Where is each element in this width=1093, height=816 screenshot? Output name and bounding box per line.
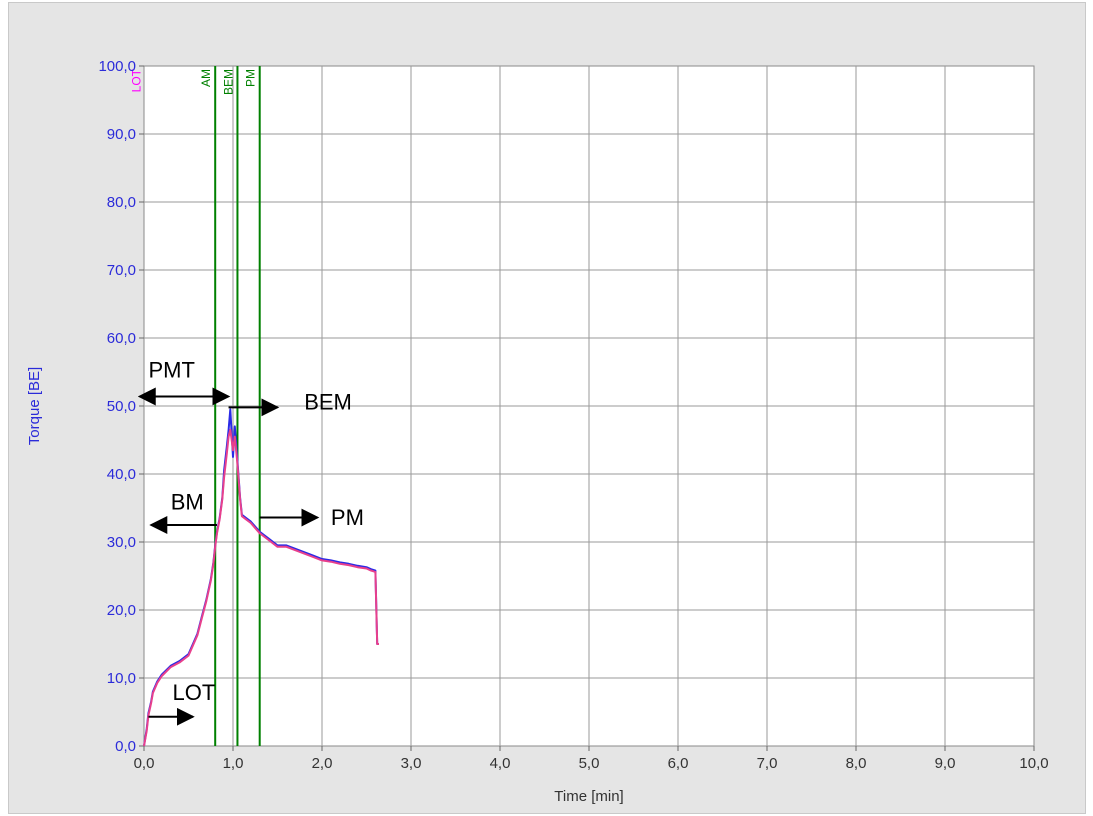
y-tick-label: 40,0 bbox=[107, 466, 136, 483]
annotation-label-pmt: PMT bbox=[148, 357, 194, 382]
annotation-label-pm: PM bbox=[331, 505, 364, 530]
y-tick-label: 0,0 bbox=[115, 738, 136, 755]
x-tick-label: 5,0 bbox=[579, 755, 600, 772]
annotations: PMT BEM BM PM LOT bbox=[137, 357, 364, 726]
y-tick-label: 20,0 bbox=[107, 602, 136, 619]
y-axis-title: Torque [BE] bbox=[26, 367, 43, 445]
x-axis-title: Time [min] bbox=[554, 788, 623, 805]
tick-labels: 0,0 1,0 2,0 3,0 4,0 5,0 6,0 7,0 8,0 9,0 10,0 0,0 10,… bbox=[98, 58, 1048, 772]
torque-curves bbox=[143, 408, 379, 747]
y-tick-label: 80,0 bbox=[107, 194, 136, 211]
x-tick-label: 6,0 bbox=[668, 755, 689, 772]
x-tick-label: 8,0 bbox=[846, 755, 867, 772]
x-tick-label: 3,0 bbox=[401, 755, 422, 772]
torque-series-line-1 bbox=[143, 408, 379, 747]
torque-series-line-2 bbox=[143, 428, 379, 747]
marker-label-lot: LOT bbox=[130, 68, 144, 92]
annotation-label-bem: BEM bbox=[304, 389, 352, 414]
y-tick-label: 60,0 bbox=[107, 330, 136, 347]
marker-label-bem: BEM bbox=[221, 69, 235, 95]
x-tick-label: 10,0 bbox=[1019, 755, 1048, 772]
x-tick-label: 7,0 bbox=[757, 755, 778, 772]
annotation-label-lot: LOT bbox=[172, 680, 215, 705]
grid bbox=[139, 65, 1035, 751]
x-tick-label: 4,0 bbox=[490, 755, 511, 772]
event-markers: LOT AM BEM PM bbox=[130, 66, 261, 746]
x-tick-label: 0,0 bbox=[134, 755, 155, 772]
y-tick-label: 100,0 bbox=[98, 58, 136, 75]
x-tick-label: 9,0 bbox=[935, 755, 956, 772]
y-tick-label: 70,0 bbox=[107, 262, 136, 279]
y-tick-label: 50,0 bbox=[107, 398, 136, 415]
marker-label-pm: PM bbox=[244, 69, 258, 87]
annotation-label-bm: BM bbox=[171, 489, 204, 514]
y-tick-label: 10,0 bbox=[107, 670, 136, 687]
x-tick-label: 2,0 bbox=[312, 755, 333, 772]
marker-label-am: AM bbox=[199, 69, 213, 87]
x-tick-label: 1,0 bbox=[223, 755, 244, 772]
y-tick-label: 90,0 bbox=[107, 126, 136, 143]
y-tick-label: 30,0 bbox=[107, 534, 136, 551]
